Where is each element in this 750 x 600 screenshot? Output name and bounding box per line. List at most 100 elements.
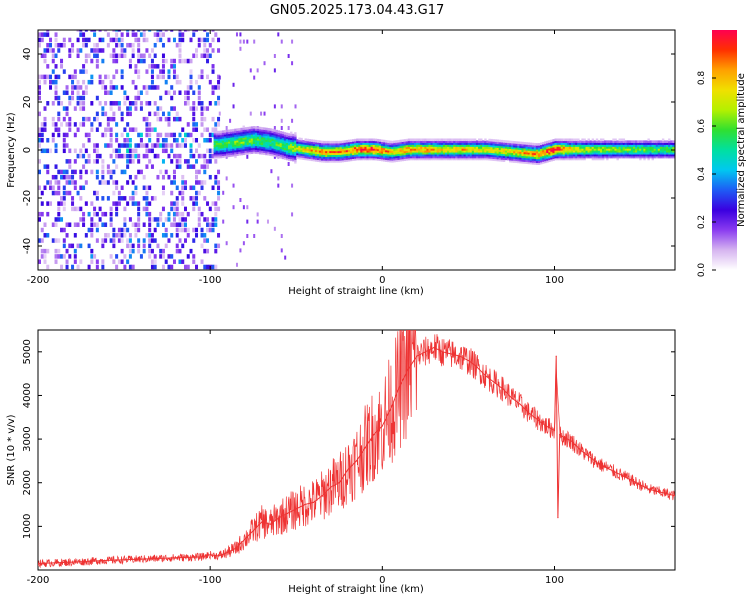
heatmap-cell xyxy=(240,129,243,133)
heatmap-cell xyxy=(123,206,127,212)
heatmap-cell xyxy=(148,111,152,117)
heatmap-cell xyxy=(614,144,617,147)
heatmap-cell xyxy=(428,142,431,145)
heatmap-cell xyxy=(376,142,380,146)
heatmap-cell xyxy=(226,133,229,137)
heatmap-cell xyxy=(356,142,359,145)
heatmap-cell xyxy=(511,152,514,155)
heatmap-cell xyxy=(469,144,473,147)
heatmap-cell xyxy=(263,131,266,134)
heatmap-cell xyxy=(529,159,533,163)
snr-point xyxy=(175,557,177,559)
heatmap-cell xyxy=(302,141,305,145)
heatmap-cell xyxy=(232,142,235,145)
heatmap-cell xyxy=(331,156,334,159)
heatmap-cell xyxy=(653,140,657,143)
heatmap-cell xyxy=(106,116,110,122)
heatmap-cell xyxy=(287,150,291,154)
heatmap-cell xyxy=(595,148,599,151)
heatmap-cell xyxy=(343,153,347,157)
heatmap-cell xyxy=(597,150,601,153)
heatmap-cell xyxy=(630,146,634,149)
heatmap-cell xyxy=(436,146,440,149)
x-tick-label: -200 xyxy=(27,275,50,286)
heatmap-cell xyxy=(161,111,165,117)
heatmap-cell xyxy=(181,185,185,191)
heatmap-cell xyxy=(409,148,413,151)
heatmap-cell xyxy=(73,148,77,154)
heatmap-cell xyxy=(273,148,276,152)
heatmap-cell xyxy=(242,241,245,246)
heatmap-cell xyxy=(341,150,345,153)
heatmap-cell xyxy=(221,153,225,157)
heatmap-cell xyxy=(244,127,247,130)
heatmap-cell xyxy=(279,155,283,159)
heatmap-cell xyxy=(112,233,116,238)
heatmap-cell xyxy=(263,111,266,116)
heatmap-cell xyxy=(364,155,367,159)
heatmap-cell xyxy=(451,146,454,149)
heatmap-cell xyxy=(46,164,50,169)
heatmap-cell xyxy=(552,154,555,158)
heatmap-cell xyxy=(461,151,464,155)
heatmap-cell xyxy=(51,174,55,180)
heatmap-cell xyxy=(279,132,283,136)
heatmap-cell xyxy=(546,158,549,161)
heatmap-cell xyxy=(482,150,485,153)
heatmap-cell xyxy=(273,131,276,134)
heatmap-cell xyxy=(269,153,272,156)
heatmap-cell xyxy=(440,146,444,149)
heatmap-cell xyxy=(217,148,221,151)
heatmap-cell xyxy=(604,150,607,153)
heatmap-cell xyxy=(172,90,176,95)
heatmap-cell xyxy=(637,140,640,143)
heatmap-cell xyxy=(659,155,663,159)
heatmap-cell xyxy=(217,153,221,157)
heatmap-cell xyxy=(273,150,276,153)
heatmap-cell xyxy=(647,142,650,145)
heatmap-cell xyxy=(604,140,607,143)
heatmap-cell xyxy=(87,211,91,217)
heatmap-cell xyxy=(323,148,326,152)
heatmap-cell xyxy=(591,140,595,143)
heatmap-cell xyxy=(208,132,212,138)
heatmap-cell xyxy=(407,144,411,147)
heatmap-cell xyxy=(399,156,402,160)
heatmap-cell xyxy=(214,32,218,37)
heatmap-cell xyxy=(76,222,80,227)
heatmap-cell xyxy=(79,174,83,180)
heatmap-cell xyxy=(294,141,297,145)
heatmap-cell xyxy=(148,132,152,138)
heatmap-cell xyxy=(449,157,452,161)
heatmap-cell xyxy=(595,138,599,142)
heatmap-cell xyxy=(653,142,657,145)
heatmap-cell xyxy=(622,148,626,151)
heatmap-cell xyxy=(376,156,380,159)
heatmap-cell xyxy=(54,174,58,180)
heatmap-cell xyxy=(420,140,423,143)
heatmap-cell xyxy=(341,157,345,161)
heatmap-cell xyxy=(599,142,603,145)
heatmap-cell xyxy=(228,131,231,135)
heatmap-cell xyxy=(101,238,105,243)
heatmap-cell xyxy=(668,151,671,155)
heatmap-cell xyxy=(428,150,431,153)
heatmap-cell xyxy=(242,152,245,156)
heatmap-cell xyxy=(43,248,47,254)
heatmap-cell xyxy=(585,142,588,145)
heatmap-cell xyxy=(68,174,72,180)
heatmap-cell xyxy=(383,143,386,147)
heatmap-cell xyxy=(290,146,293,150)
heatmap-cell xyxy=(566,148,570,151)
heatmap-cell xyxy=(666,146,669,149)
heatmap-cell xyxy=(271,144,274,147)
heatmap-cell xyxy=(498,139,502,143)
heatmap-cell xyxy=(366,157,369,161)
heatmap-cell xyxy=(246,154,249,159)
snr-point xyxy=(71,561,74,563)
heatmap-cell xyxy=(618,148,621,151)
heatmap-cell xyxy=(109,116,113,122)
heatmap-cell xyxy=(285,132,289,136)
heatmap-cell xyxy=(250,134,254,137)
heatmap-cell xyxy=(161,32,165,37)
